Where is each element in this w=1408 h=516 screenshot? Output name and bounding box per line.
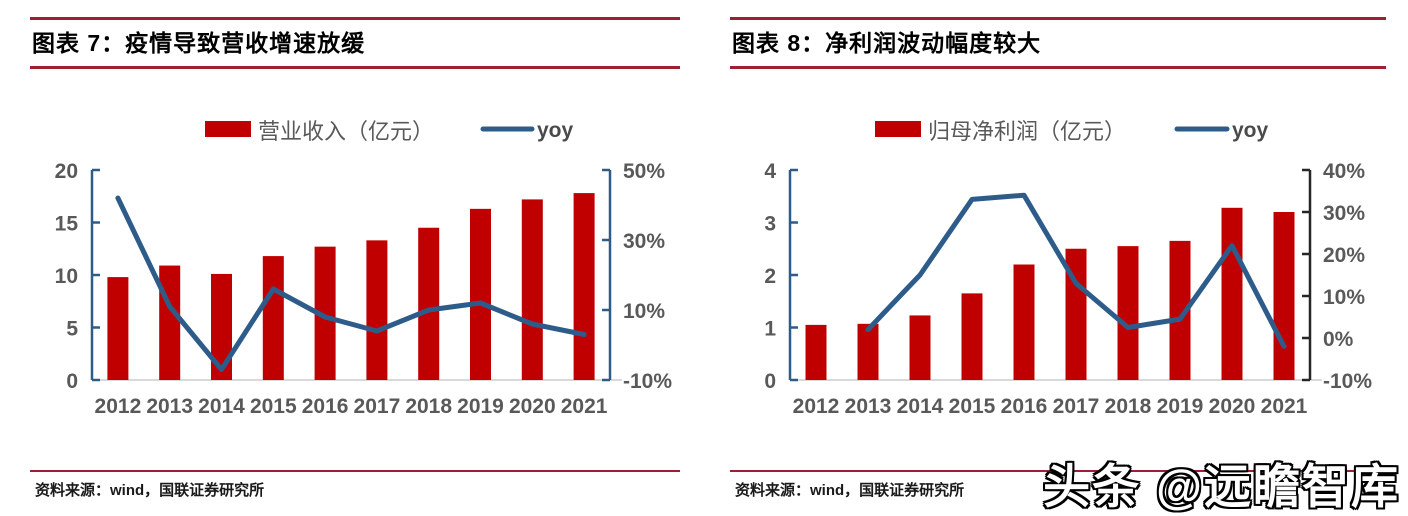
left-axis-tick-label: 0 <box>764 370 776 393</box>
x-axis-label: 2016 <box>1001 395 1048 418</box>
x-axis-label: 2019 <box>1157 395 1204 418</box>
x-axis-label: 2020 <box>1209 395 1256 418</box>
bar-2014 <box>211 273 232 380</box>
x-axis-label: 2021 <box>561 395 608 418</box>
right-axis-tick-label: 0% <box>1323 328 1354 351</box>
x-axis-label: 2020 <box>509 395 556 418</box>
figure-7-under-title-rule <box>30 66 680 69</box>
left-axis-tick-label: 5 <box>66 318 78 341</box>
left-axis-tick-label: 20 <box>55 160 78 183</box>
legend-line-label: yoy <box>1232 119 1269 142</box>
x-axis-label: 2017 <box>1053 395 1100 418</box>
bar-2013 <box>159 265 181 380</box>
right-axis-tick-label: -10% <box>623 370 672 393</box>
left-axis-tick-label: 4 <box>764 160 776 183</box>
yoy-line <box>865 192 1287 349</box>
figure-8-title: 图表 8：净利润波动幅度较大 <box>732 30 1042 56</box>
figure-8-bottom-rule <box>730 470 1386 472</box>
bar-2018 <box>418 227 440 380</box>
right-axis-tick-label: 30% <box>1323 202 1365 225</box>
legend-bar-label: 营业收入（亿元） <box>258 119 434 144</box>
figure-8-under-title-rule <box>730 66 1386 69</box>
watermark: 头条 @远瞻智库 <box>1043 460 1400 513</box>
bar-2020 <box>1221 207 1243 380</box>
right-axis-tick-label: 20% <box>1323 244 1365 267</box>
x-axis-label: 2015 <box>949 395 996 418</box>
x-axis-label: 2014 <box>198 395 245 418</box>
right-axis-tick-label: 40% <box>1323 160 1365 183</box>
legend-bar-swatch <box>205 121 251 137</box>
yoy-line <box>115 195 587 372</box>
left-axis-tick-label: 1 <box>764 318 776 341</box>
x-axis-label: 2012 <box>793 395 840 418</box>
bar-2017 <box>1065 248 1087 380</box>
bar-2021 <box>1273 212 1295 380</box>
x-axis-label: 2018 <box>405 395 452 418</box>
x-axis-label: 2012 <box>95 395 142 418</box>
right-axis-tick-label: 30% <box>623 230 665 253</box>
x-axis-label: 2013 <box>845 395 892 418</box>
x-axis-label: 2015 <box>250 395 297 418</box>
figure-7-top-rule <box>30 17 680 20</box>
left-axis-tick-label: 3 <box>764 213 776 236</box>
figure-8-top-rule <box>730 17 1386 20</box>
figure-7: 图表 7：疫情导致营收增速放缓 营业收入（亿元） yoy 20 15 10 5 0 50% 30… <box>30 0 680 516</box>
right-axis-tick-label: -10% <box>1323 370 1372 393</box>
bar-2015 <box>961 293 983 380</box>
left-axis-tick-label: 0 <box>66 370 78 393</box>
bar-2019 <box>1169 240 1191 380</box>
left-axis-tick-label: 15 <box>55 213 79 236</box>
figure-8: 图表 8：净利润波动幅度较大 归母净利润（亿元） yoy 4 3 2 1 0 40% 30% 20… <box>730 0 1386 516</box>
x-axis-label: 2018 <box>1105 395 1152 418</box>
x-axis-label: 2019 <box>457 395 504 418</box>
bar-2020 <box>521 199 543 380</box>
x-axis-label: 2013 <box>146 395 193 418</box>
x-axis-label: 2014 <box>897 395 944 418</box>
figure-8-source: 资料来源：wind，国联证券研究所 <box>735 482 965 499</box>
right-axis-tick-label: 50% <box>623 160 665 183</box>
legend-bar-label: 归母净利润（亿元） <box>928 119 1126 144</box>
bar-2012 <box>805 324 827 380</box>
left-axis-tick-label: 10 <box>55 265 78 288</box>
bar-2016 <box>1013 264 1035 380</box>
bar-2017 <box>366 240 388 380</box>
bar-2018 <box>1117 246 1139 380</box>
figure-7-title: 图表 7：疫情导致营收增速放缓 <box>32 30 366 56</box>
bar-2012 <box>107 277 129 380</box>
right-axis-tick-label: 10% <box>623 300 665 323</box>
figure-7-bottom-rule <box>30 470 680 472</box>
bar-2016 <box>314 246 336 380</box>
legend-line-label: yoy <box>537 119 574 142</box>
right-axis-tick-label: 10% <box>1323 286 1365 309</box>
bar-2019 <box>470 208 491 380</box>
bar-2015 <box>262 256 284 380</box>
bar-2014 <box>909 315 931 380</box>
bar-2013 <box>857 323 879 380</box>
legend-bar-swatch <box>875 121 921 137</box>
left-axis-tick-label: 2 <box>764 265 776 288</box>
bar-2021 <box>573 193 595 380</box>
x-axis-label: 2017 <box>354 395 401 418</box>
x-axis-label: 2016 <box>302 395 349 418</box>
figure-7-source: 资料来源：wind，国联证券研究所 <box>35 482 265 499</box>
x-axis-label: 2021 <box>1261 395 1308 418</box>
